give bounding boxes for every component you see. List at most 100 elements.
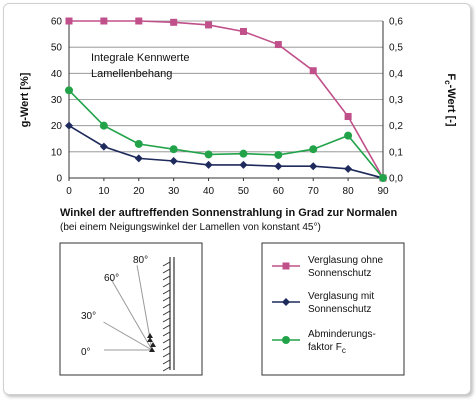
x-tick-label: 90 <box>377 186 389 197</box>
series-line-abminderungsfaktor <box>68 89 384 179</box>
slat-mark <box>147 337 153 342</box>
x-axis-note: (bei einem Neigungswinkel der Lamellen v… <box>60 222 321 233</box>
point-ohne-sonnenschutz-40 <box>205 21 213 29</box>
chart-title-line-1: Integrale Kennwerte <box>91 52 189 64</box>
point-ohne-sonnenschutz-0 <box>65 17 73 25</box>
angle-label-0: 0° <box>81 347 91 358</box>
diagram-box <box>59 242 203 376</box>
y-right-tick-label: 0,6 <box>389 17 403 28</box>
y-right-tick-label: 0,3 <box>389 95 403 106</box>
point-mit-sonnenschutz-50 <box>239 160 248 169</box>
x-axis-label: Winkel der auftreffenden Sonnenstrahlung… <box>60 207 398 219</box>
slat-mark <box>147 333 153 338</box>
legend-label-1-line-2: Sonnenschutz <box>308 304 371 315</box>
wall-hatch <box>162 275 171 281</box>
wall-hatch <box>162 303 171 309</box>
x-tick-label: 0 <box>66 186 72 197</box>
wall-hatch <box>162 331 171 337</box>
tick-labels: 0 10 20 30 40 50 60 70 80 90 0 10 20 30 40 50 60 0,0 0,1 0,… <box>51 17 403 198</box>
legend-label-2-line-2: faktor Fc <box>308 342 346 355</box>
legend-marker-abminderungsfaktor <box>282 336 290 344</box>
angle-label-60: 60° <box>104 273 119 284</box>
legend-label-2-main: faktor F <box>308 342 342 353</box>
point-mit-sonnenschutz-60 <box>274 162 283 171</box>
y-right-tick-label: 0,0 <box>389 174 403 185</box>
y-left-tick-label: 60 <box>51 17 63 28</box>
legend-label-2-sub: c <box>342 346 346 355</box>
x-tick-label: 30 <box>168 186 180 197</box>
point-ohne-sonnenschutz-50 <box>239 27 247 35</box>
point-ohne-sonnenschutz-70 <box>309 67 317 75</box>
ray-30 <box>103 321 153 351</box>
series-line-ohne-sonnenschutz <box>69 20 384 179</box>
wall-hatch <box>162 296 171 302</box>
angle-rays <box>103 265 156 352</box>
slat-mark <box>149 347 155 352</box>
wall-hatch <box>162 282 171 288</box>
wall-hatch <box>162 338 171 344</box>
wall-hatch <box>162 359 171 365</box>
legend-marker-mit-sonnenschutz <box>282 298 290 306</box>
angle-label-80: 80° <box>133 255 148 266</box>
x-tick-label: 80 <box>343 186 355 197</box>
wall-hatch <box>162 352 171 358</box>
axes <box>68 21 384 181</box>
y-left-tick-label: 0 <box>56 174 62 185</box>
wall-hatch <box>162 366 171 372</box>
point-mit-sonnenschutz-80 <box>344 164 353 173</box>
point-abminderungsfaktor-40 <box>204 150 213 159</box>
slat-diagram: 80° 60° 30° 0° <box>59 242 203 376</box>
point-abminderungsfaktor-0 <box>65 86 73 95</box>
wall-hatch <box>162 310 171 316</box>
x-tick-label: 40 <box>203 186 215 197</box>
ray-60 <box>110 278 153 351</box>
point-abminderungsfaktor-50 <box>239 149 248 158</box>
point-ohne-sonnenschutz-80 <box>344 113 352 121</box>
wall-hatch <box>162 268 171 274</box>
point-abminderungsfaktor-60 <box>274 150 283 159</box>
y-axis-left-label: g-Wert [%] <box>19 72 31 127</box>
y-right-tick-label: 0,5 <box>389 43 403 54</box>
y-left-tick-label: 30 <box>51 95 63 106</box>
y-right-label-sub: c <box>443 80 452 85</box>
point-abminderungsfaktor-80 <box>344 131 353 140</box>
y-left-tick-label: 50 <box>51 43 63 54</box>
x-tick-label: 70 <box>308 186 320 197</box>
x-tick-label: 50 <box>238 186 250 197</box>
point-mit-sonnenschutz-70 <box>309 162 318 171</box>
point-ohne-sonnenschutz-30 <box>170 18 178 26</box>
y-left-tick-label: 10 <box>51 147 63 158</box>
point-abminderungsfaktor-30 <box>169 145 178 154</box>
point-abminderungsfaktor-10 <box>99 121 108 130</box>
legend-label-0-line-1: Verglasung ohne <box>308 255 384 266</box>
y-right-tick-label: 0,4 <box>389 69 403 80</box>
wall-hatch <box>162 317 171 323</box>
x-tick-label: 10 <box>98 186 110 197</box>
series-line-mit-sonnenschutz <box>68 124 384 179</box>
point-abminderungsfaktor-20 <box>134 139 143 148</box>
point-mit-sonnenschutz-10 <box>99 142 108 151</box>
point-mit-sonnenschutz-20 <box>134 154 143 163</box>
legend-label-1-line-1: Verglasung mit <box>308 291 374 302</box>
legend: Verglasung ohne Sonnenschutz Verglasung … <box>261 242 405 376</box>
wall-hatch <box>162 289 171 295</box>
y-right-label-rest: -Wert [-] <box>445 85 457 127</box>
series-layer <box>65 17 387 182</box>
legend-marker-ohne-sonnenschutz <box>282 262 290 270</box>
y-right-label-main: F <box>445 73 457 80</box>
point-abminderungsfaktor-90 <box>379 174 387 182</box>
y-left-tick-label: 40 <box>51 69 63 80</box>
angle-label-30: 30° <box>81 311 96 322</box>
point-ohne-sonnenschutz-20 <box>135 17 143 25</box>
wall-hatch <box>162 261 171 267</box>
x-tick-label: 60 <box>273 186 285 197</box>
point-ohne-sonnenschutz-60 <box>274 41 282 49</box>
y-left-tick-label: 20 <box>51 121 63 132</box>
y-right-tick-label: 0,2 <box>389 121 403 132</box>
y-axis-right-label: Fc-Wert [-] <box>443 73 457 126</box>
x-tick-label: 20 <box>133 186 145 197</box>
point-mit-sonnenschutz-40 <box>204 160 213 169</box>
point-mit-sonnenschutz-30 <box>169 156 178 165</box>
chart-title-line-2: Lamellenbehang <box>91 68 172 80</box>
